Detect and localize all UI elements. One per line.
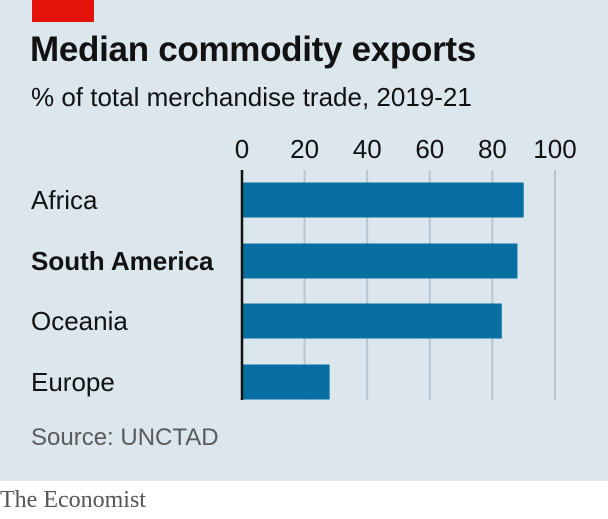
- bar-oceania: [242, 303, 502, 339]
- bars: [242, 182, 524, 400]
- x-tick-label: 0: [235, 134, 249, 164]
- bar-europe: [242, 364, 330, 400]
- bar-south-america: [242, 243, 518, 279]
- category-label: Oceania: [31, 306, 128, 336]
- x-tick-label: 40: [353, 134, 382, 164]
- category-labels: Africa South America Oceania Europe: [31, 185, 214, 397]
- chart-subtitle: % of total merchandise trade, 2019-21: [31, 82, 472, 112]
- bar-africa: [242, 182, 524, 218]
- chart-title: Median commodity exports: [30, 30, 476, 69]
- x-tick-label: 80: [478, 134, 507, 164]
- category-label: Africa: [31, 185, 98, 215]
- x-tick-label: 100: [533, 134, 576, 164]
- x-tick-label: 60: [415, 134, 444, 164]
- source-note: Source: UNCTAD: [31, 424, 219, 451]
- category-label: South America: [31, 246, 214, 276]
- x-tick-label: 20: [290, 134, 319, 164]
- bar-chart: 0 20 40 60 80 100 Africa South America Oceania E…: [31, 134, 577, 400]
- x-axis-ticks: 0 20 40 60 80 100: [235, 134, 577, 164]
- brand-accent-bar: [32, 0, 94, 22]
- publisher-logo: The Economist: [0, 487, 146, 513]
- category-label: Europe: [31, 367, 115, 397]
